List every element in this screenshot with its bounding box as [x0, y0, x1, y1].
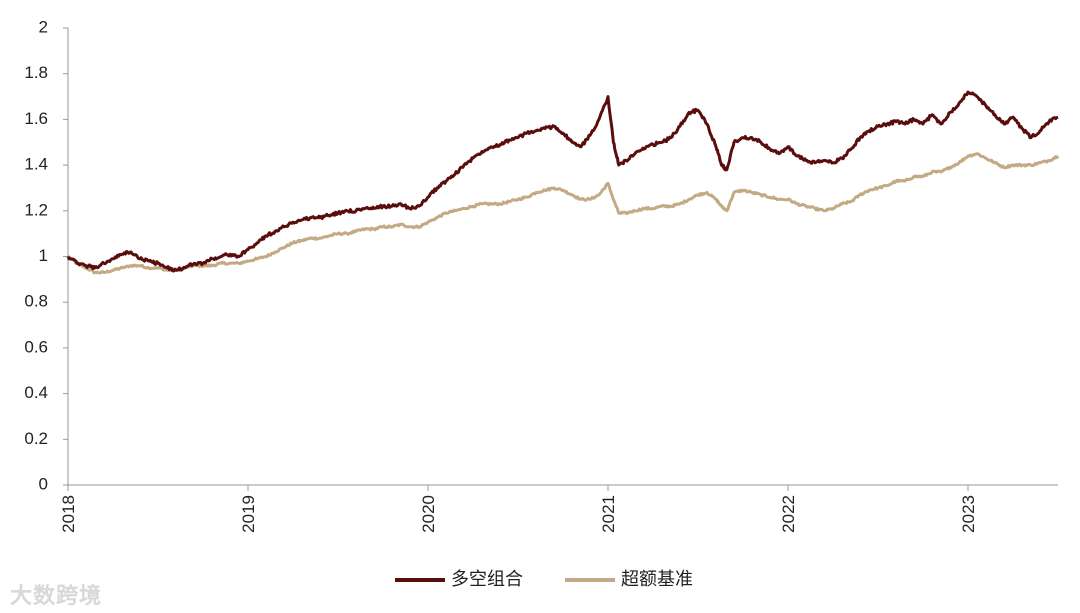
x-axis: 2018 2019 2020 2021 2022 2023 [59, 484, 1058, 533]
x-tick-label: 2019 [239, 495, 258, 533]
legend: 多空组合 超额基准 [395, 569, 693, 589]
y-tick-label: 0.6 [24, 337, 48, 356]
y-tick-label: 1 [39, 246, 48, 265]
y-tick-label: 0.2 [24, 429, 48, 448]
x-tick-label: 2023 [959, 495, 978, 533]
y-tick-label: 0 [39, 474, 48, 493]
series-line-0 [66, 90, 1059, 273]
watermark-logo: 大数跨境 [10, 584, 103, 609]
legend-label-0: 多空组合 [451, 569, 523, 589]
x-tick-label: 2020 [419, 495, 438, 533]
y-tick-label: 0.4 [24, 383, 48, 402]
series-layer [66, 90, 1060, 275]
x-tick-label: 2021 [599, 495, 618, 533]
y-axis: 0 0.2 0.4 0.6 0.8 1 1.2 1.4 1.6 1.8 2 [24, 17, 69, 493]
y-tick-label: 1.4 [24, 155, 48, 174]
y-tick-label: 1.2 [24, 200, 48, 219]
x-tick-label: 2018 [59, 495, 78, 533]
y-tick-label: 1.6 [24, 109, 48, 128]
x-tick-label: 2022 [779, 495, 798, 533]
y-tick-label: 0.8 [24, 292, 48, 311]
y-tick-label: 2 [39, 17, 48, 36]
series-line-1 [67, 152, 1060, 275]
legend-label-1: 超额基准 [621, 569, 693, 589]
y-tick-label: 1.8 [24, 63, 48, 82]
